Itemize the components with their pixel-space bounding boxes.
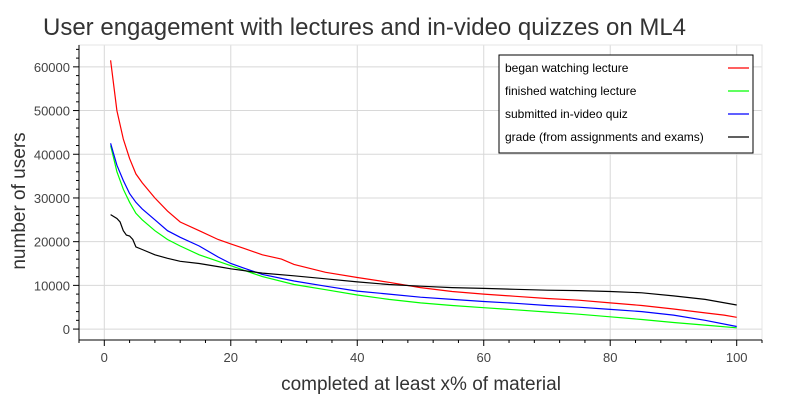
y-tick-label: 50000 [34,104,70,119]
y-tick-label: 40000 [34,147,70,162]
x-tick-label: 40 [350,350,364,365]
y-tick-label: 30000 [34,191,70,206]
legend-label: grade (from assignments and exams) [505,130,704,144]
legend-label: finished watching lecture [505,84,637,98]
series-line-3 [110,143,737,328]
y-axis-label: number of users [9,132,30,269]
y-tick-label: 0 [63,322,70,337]
series-line-4 [110,214,737,306]
x-tick-label: 100 [726,350,748,365]
legend: began watching lecture finished watching … [498,54,754,154]
series-line-1 [110,60,737,318]
x-tick-label: 0 [101,350,108,365]
legend-label: began watching lecture [505,61,629,75]
y-tick-label: 60000 [34,60,70,75]
legend-box [498,54,754,154]
series-layer [110,60,737,329]
y-tick-label: 20000 [34,235,70,250]
x-tick-label: 20 [224,350,238,365]
y-tick-label: 10000 [34,278,70,293]
legend-label: submitted in-video quiz [505,107,628,121]
x-axis-label: completed at least x% of material [281,374,561,395]
series-line-2 [110,145,737,329]
axes: 0 20 40 60 80 100 0 10000 20000 30000 40000 50000 60… [34,45,763,365]
x-tick-label: 80 [603,350,617,365]
chart-title: User engagement with lectures and in-vid… [43,14,686,41]
x-tick-label: 60 [477,350,491,365]
